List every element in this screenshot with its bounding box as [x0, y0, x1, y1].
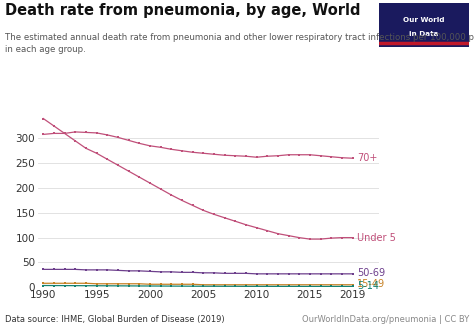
- Text: 5-14: 5-14: [357, 281, 379, 291]
- Text: Data source: IHME, Global Burden of Disease (2019): Data source: IHME, Global Burden of Dise…: [5, 315, 224, 324]
- Text: Our World: Our World: [403, 17, 445, 23]
- Text: in Data: in Data: [410, 31, 439, 37]
- Text: Under 5: Under 5: [357, 232, 396, 242]
- Text: OurWorldInData.org/pneumonia | CC BY: OurWorldInData.org/pneumonia | CC BY: [302, 315, 469, 324]
- Text: The estimated annual death rate from pneumonia and other lower respiratory tract: The estimated annual death rate from pne…: [5, 33, 474, 54]
- Text: 15-49: 15-49: [357, 279, 385, 289]
- Text: Death rate from pneumonia, by age, World: Death rate from pneumonia, by age, World: [5, 3, 360, 18]
- Text: 50-69: 50-69: [357, 268, 385, 278]
- Text: 70+: 70+: [357, 153, 377, 163]
